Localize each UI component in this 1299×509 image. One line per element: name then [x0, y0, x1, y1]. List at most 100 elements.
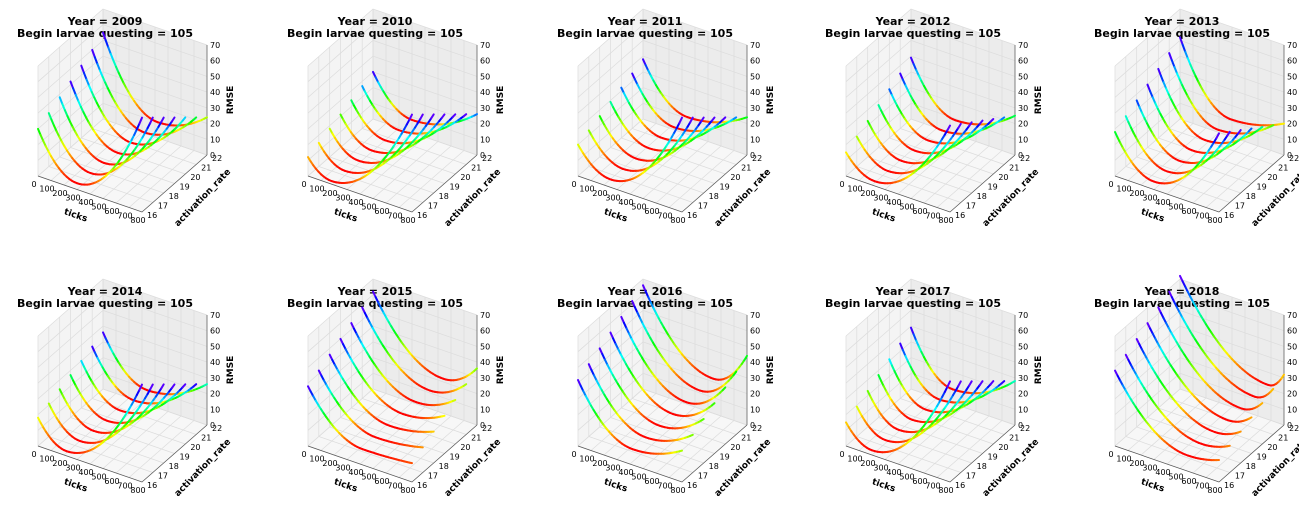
- series-segment: [181, 116, 187, 122]
- series-segment: [1146, 83, 1152, 93]
- z-tick-label: 60: [1287, 327, 1297, 336]
- x-tick-label: 400: [618, 198, 633, 207]
- y-tick-label: 19: [1257, 183, 1267, 192]
- series-segment: [631, 300, 636, 308]
- x-tick-label: 800: [400, 486, 415, 495]
- series-segment: [899, 72, 904, 81]
- series-segment: [79, 105, 85, 114]
- x-tick-label: 200: [592, 189, 607, 198]
- axis-edge: [577, 154, 748, 213]
- axis-edge: [577, 424, 748, 483]
- x-tick-label: 400: [348, 198, 363, 207]
- y-tick-label: 17: [1235, 202, 1245, 211]
- z-tick-label: 60: [1287, 57, 1297, 66]
- z-tick-label: 70: [210, 41, 220, 50]
- x-tick-label: 800: [938, 216, 953, 225]
- series-segment: [978, 380, 984, 386]
- x-tick-label: 100: [579, 185, 594, 194]
- series-segment: [888, 88, 893, 96]
- x-tick-label: 400: [78, 468, 93, 477]
- axis-edge: [845, 424, 1016, 483]
- grid-line: [361, 18, 467, 165]
- grid-line: [59, 47, 164, 194]
- series-line-ar-16: [577, 116, 683, 183]
- series-line-ar-19: [339, 337, 446, 420]
- x-tick-label: 800: [938, 486, 953, 495]
- y-tick-label: 20: [1267, 173, 1277, 182]
- grid-line: [59, 317, 164, 464]
- series-segment: [1269, 124, 1275, 128]
- series-line-ar-18: [328, 353, 435, 433]
- chart-subtitle: Begin larvae questing = 105: [825, 297, 1001, 310]
- axis-edge: [307, 154, 478, 213]
- series-line-ar-16: [307, 113, 413, 184]
- series-segment: [743, 354, 748, 362]
- series-segment: [978, 119, 984, 125]
- x-tick-label: 100: [39, 185, 54, 194]
- series-line-ar-16: [37, 383, 143, 454]
- series-segment: [917, 345, 923, 353]
- x-tick-label: 300: [335, 194, 350, 203]
- x-axis-label: ticks: [603, 207, 629, 224]
- series-segment: [1258, 125, 1264, 130]
- x-tick-label: 500: [631, 473, 646, 482]
- series-line-ar-20: [1157, 306, 1264, 411]
- x-tick-label: 0: [1108, 180, 1113, 189]
- x-tick-label: 500: [899, 203, 914, 212]
- z-tick-label: 20: [480, 390, 490, 399]
- series-segment: [700, 116, 705, 123]
- x-tick-label: 700: [387, 482, 402, 491]
- series-segment: [112, 59, 117, 68]
- series-line-ar-21: [361, 85, 468, 135]
- series-segment: [644, 64, 650, 72]
- series-segment: [888, 358, 893, 367]
- x-tick-label: 300: [873, 194, 888, 203]
- x-tick-label: 700: [1194, 482, 1209, 491]
- series-segment: [440, 113, 446, 119]
- z-tick-label: 10: [210, 405, 220, 414]
- series-segment: [1140, 111, 1146, 120]
- series-segment: [430, 113, 435, 120]
- z-axis-label: RMSE: [496, 86, 506, 115]
- series-segment: [1258, 402, 1264, 407]
- x-tick-label: 200: [860, 459, 875, 468]
- series-segment: [63, 109, 69, 118]
- z-axis-label: RMSE: [766, 356, 776, 385]
- grid-line: [599, 317, 704, 464]
- series-segment: [109, 53, 115, 62]
- x-tick-label: 700: [925, 482, 940, 491]
- series-segment: [989, 380, 995, 386]
- y-tick-label: 16: [1224, 481, 1234, 490]
- z-axis-label: RMSE: [1034, 356, 1044, 385]
- z-tick-label: 30: [480, 104, 490, 113]
- x-tick-label: 0: [301, 180, 306, 189]
- series-segment: [1149, 90, 1154, 99]
- series-segment: [74, 93, 80, 102]
- z-tick-label: 60: [480, 327, 490, 336]
- series-segment: [149, 116, 154, 124]
- chart-subtitle: Begin larvae questing = 105: [287, 297, 463, 310]
- series-segment: [901, 348, 907, 357]
- series-segment: [1186, 57, 1192, 66]
- y-tick-label: 21: [1009, 434, 1019, 443]
- y-tick-label: 17: [428, 202, 438, 211]
- y-tick-label: 19: [450, 453, 460, 462]
- series-segment: [700, 418, 705, 422]
- series-segment: [1237, 129, 1242, 135]
- y-tick-label: 19: [1257, 453, 1267, 462]
- grid-line: [102, 279, 208, 426]
- series-segment: [133, 128, 138, 136]
- series-segment: [135, 122, 141, 131]
- series-line-ar-17: [317, 113, 424, 174]
- x-tick-label: 0: [839, 450, 844, 459]
- grid-line: [91, 288, 197, 435]
- y-tick-label: 21: [1278, 434, 1288, 443]
- y-tick-label: 21: [471, 434, 481, 443]
- series-segment: [1178, 78, 1184, 87]
- series-segment: [1127, 121, 1132, 129]
- grid-line: [910, 279, 1016, 426]
- series-segment: [473, 367, 478, 372]
- series-segment: [689, 433, 694, 437]
- series-segment: [462, 113, 468, 118]
- grid-line: [588, 56, 693, 203]
